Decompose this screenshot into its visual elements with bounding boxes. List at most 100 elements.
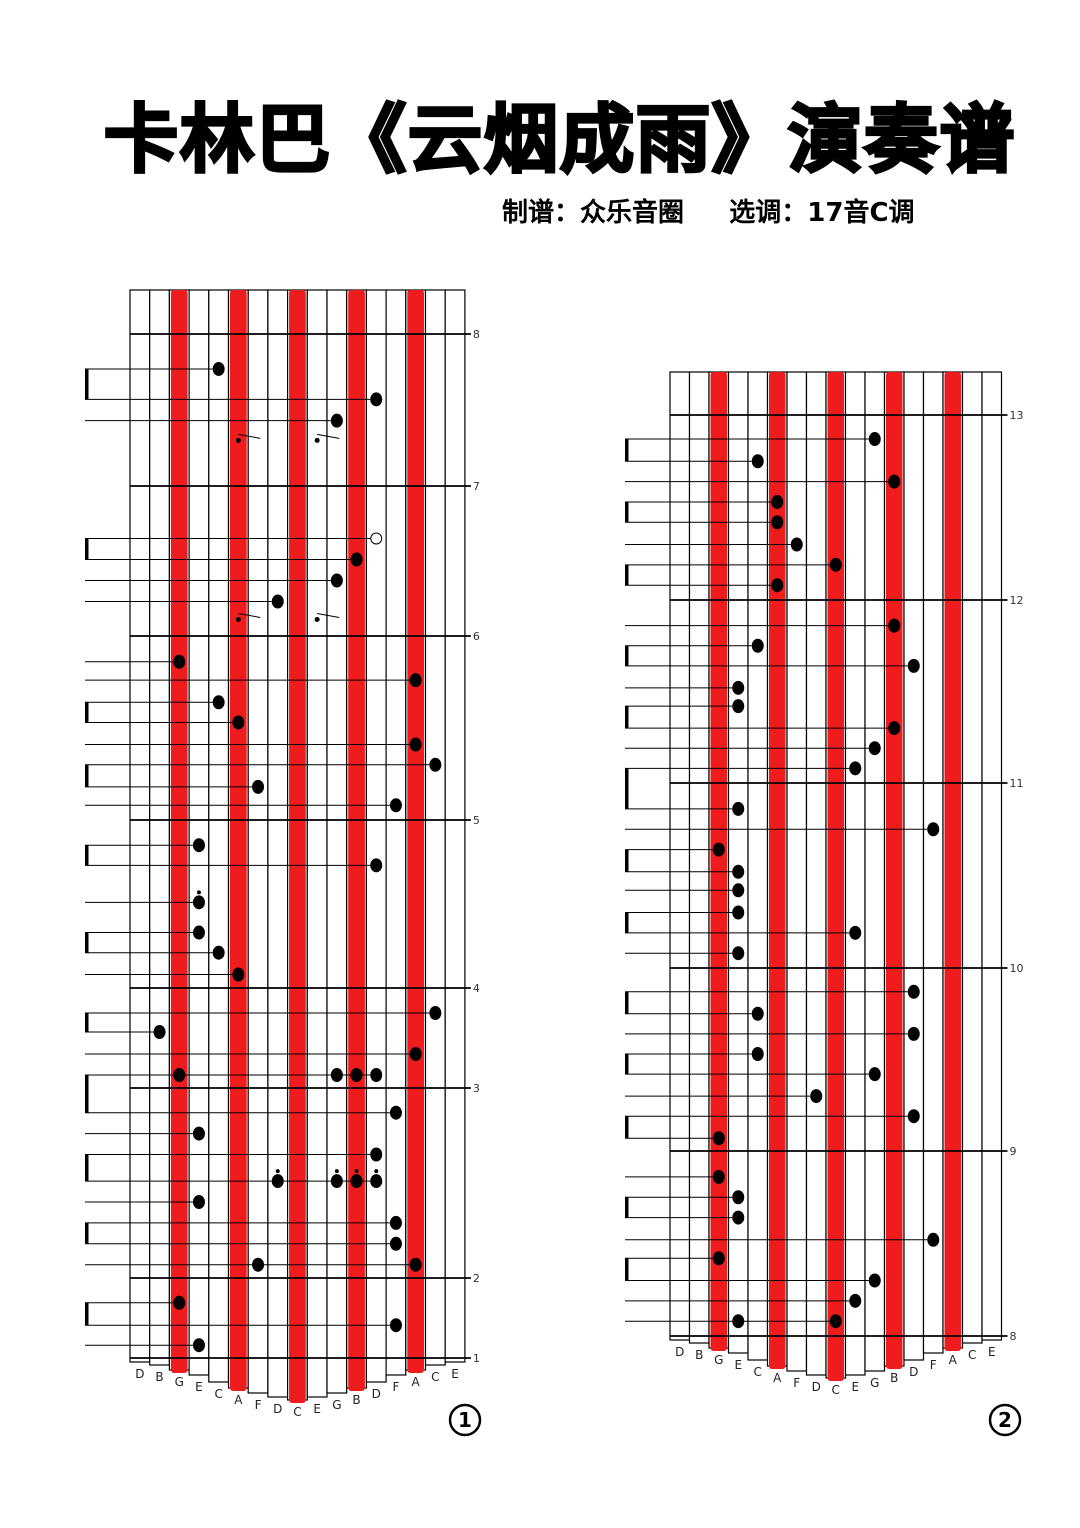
- note: [712, 1131, 725, 1146]
- rhythm-bar: [625, 501, 629, 523]
- key-tine: [188, 289, 210, 1376]
- rhythm-bar: [85, 1154, 89, 1182]
- note: [370, 1174, 383, 1189]
- measure-number: 9: [1010, 1145, 1017, 1158]
- key-tine: [365, 289, 387, 1383]
- measure-number: 8: [1010, 1330, 1017, 1343]
- note: [907, 984, 920, 999]
- key-tine-highlight: [944, 372, 961, 1351]
- rhythm-bar: [625, 1197, 629, 1218]
- note: [409, 1047, 422, 1061]
- rhythm-bar: [625, 1258, 629, 1281]
- note: [350, 1174, 363, 1189]
- note: [751, 1006, 764, 1021]
- key-tine-highlight: [710, 372, 727, 1351]
- key-label: E: [313, 1402, 321, 1416]
- octave-dot: [334, 1169, 339, 1174]
- key-label: D: [273, 1402, 282, 1416]
- note: [409, 673, 422, 688]
- key-tine: [444, 289, 466, 1363]
- note: [212, 695, 225, 710]
- note: [868, 741, 881, 756]
- page-number: 1: [458, 1408, 472, 1432]
- note: [429, 1006, 442, 1020]
- key-label: C: [832, 1383, 840, 1397]
- rhythm-bar: [85, 764, 89, 787]
- grace-note: [235, 437, 241, 443]
- measure-number: 7: [473, 480, 480, 493]
- note: [829, 1314, 842, 1329]
- key-label: D: [135, 1367, 144, 1381]
- key-tine-highlight: [348, 290, 365, 1391]
- note: [732, 680, 745, 695]
- key-label: D: [372, 1387, 381, 1401]
- open-note: [370, 532, 383, 545]
- measure-number: 13: [1010, 409, 1024, 422]
- page-number-circle: [448, 1403, 482, 1437]
- key-tine: [306, 289, 328, 1398]
- page-number-circle: [988, 1403, 1022, 1437]
- note: [271, 1174, 284, 1189]
- grace-note: [314, 437, 320, 443]
- grace-stroke: [238, 433, 261, 439]
- key-tine: [129, 289, 151, 1363]
- key-tine-highlight: [769, 372, 786, 1369]
- note: [192, 1126, 205, 1141]
- rhythm-bar: [625, 564, 629, 586]
- key-tine-highlight: [170, 290, 188, 1373]
- note: [868, 1067, 881, 1082]
- key-tine: [385, 289, 407, 1376]
- note: [153, 1025, 166, 1039]
- key-label: F: [255, 1398, 262, 1412]
- rhythm-bar: [85, 702, 89, 723]
- note: [732, 905, 745, 920]
- credit-line: 制谱：众乐音圈 选调：17音C调: [502, 198, 915, 228]
- rhythm-bar: [625, 991, 629, 1014]
- key-tine: [326, 289, 348, 1394]
- note: [849, 761, 862, 776]
- key-tine-highlight: [230, 290, 247, 1391]
- octave-dot: [374, 1169, 379, 1174]
- measure-number: 11: [1010, 777, 1024, 790]
- note: [771, 494, 784, 509]
- note: [868, 1273, 881, 1288]
- rhythm-bar: [85, 368, 89, 400]
- note: [330, 413, 343, 428]
- key-tine: [149, 289, 170, 1366]
- note: [712, 842, 725, 857]
- key-label: E: [734, 1358, 742, 1372]
- key-label: C: [431, 1370, 439, 1384]
- grace-stroke: [238, 613, 261, 618]
- note: [927, 1232, 940, 1247]
- note: [350, 1068, 363, 1082]
- measure-number: 5: [473, 814, 480, 827]
- octave-dot: [275, 1169, 280, 1174]
- note: [252, 1257, 265, 1272]
- note: [192, 1195, 205, 1209]
- note: [888, 474, 901, 489]
- key-label: B: [352, 1393, 360, 1407]
- note: [370, 858, 383, 873]
- key-tine: [864, 371, 886, 1372]
- note: [173, 1295, 186, 1310]
- note: [732, 1190, 745, 1205]
- note: [173, 1068, 186, 1082]
- rhythm-bar: [85, 1013, 89, 1032]
- note: [712, 1169, 725, 1184]
- grace-stroke: [317, 433, 340, 439]
- rhythm-bar: [625, 1116, 629, 1139]
- note: [927, 822, 940, 837]
- note: [389, 1105, 402, 1120]
- note: [732, 946, 745, 961]
- key-label: A: [773, 1371, 782, 1385]
- rhythm-bar: [85, 1222, 89, 1244]
- key-tine: [922, 371, 944, 1354]
- grace-stroke: [317, 613, 340, 618]
- note: [192, 925, 205, 940]
- rhythm-bar: [85, 1302, 89, 1326]
- note: [212, 945, 225, 960]
- key-label: A: [234, 1393, 243, 1407]
- measure-number: 1: [473, 1352, 480, 1365]
- note: [849, 1293, 862, 1308]
